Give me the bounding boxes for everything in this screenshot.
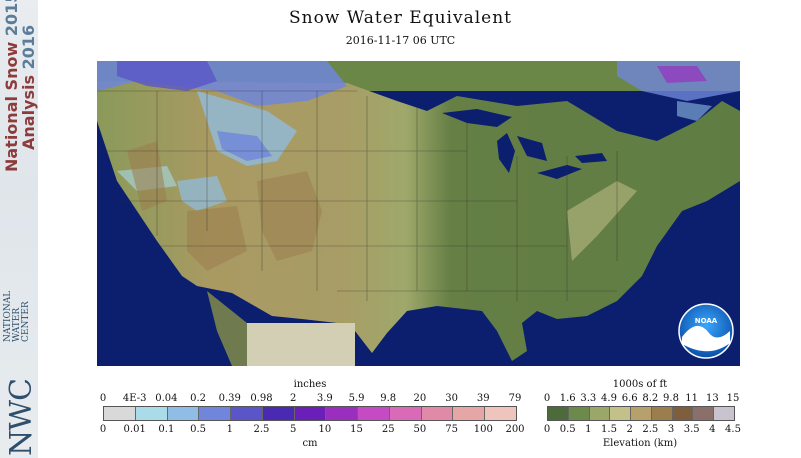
swe-swatch — [231, 407, 263, 420]
noaa-logo: NOAA — [678, 303, 734, 359]
elev-swatch — [672, 407, 694, 420]
elev-top-unit: 1000s of ft — [612, 379, 668, 390]
elev-swatch — [651, 407, 673, 420]
elev-top-tick: 11 — [685, 393, 699, 404]
swe-swatch — [199, 407, 232, 420]
swe-swatch — [421, 407, 454, 420]
swe-swatch — [358, 407, 390, 420]
swe-top-tick: 0 — [99, 393, 107, 404]
elev-bottom-tick: 3.5 — [683, 424, 700, 435]
elev-bottom-tick: 1 — [585, 424, 592, 435]
elev-top-tick: 1.6 — [559, 393, 576, 404]
swe-bottom-tick: 2.5 — [253, 424, 270, 435]
swe-top-tick: 2 — [289, 393, 297, 404]
snow-cover — [97, 61, 740, 211]
swe-top-tick: 4E-3 — [122, 393, 147, 404]
elev-bottom-unit: Elevation (km) — [602, 438, 678, 449]
branding-strip: National Snow 2015 Analysis 2016 NWC NAT… — [0, 0, 38, 458]
map-title: Snow Water Equivalent — [288, 8, 513, 28]
nwc-logo-text: NWC — [4, 378, 38, 456]
svg-text:NOAA: NOAA — [695, 317, 718, 325]
elev-top-tick: 3.3 — [580, 393, 597, 404]
swe-top-tick: 0.98 — [250, 393, 273, 404]
elev-swatch — [714, 407, 735, 420]
elev-bottom-tick: 4.5 — [725, 424, 741, 435]
elev-bottom-tick: 0 — [543, 424, 551, 435]
elev-top-tick: 8.2 — [642, 393, 659, 404]
swe-swatch — [294, 407, 327, 420]
swe-top-tick: 0.2 — [190, 393, 207, 404]
elev-swatch — [610, 407, 632, 420]
elev-top-tick: 9.8 — [663, 393, 679, 404]
elev-top-tick: 13 — [705, 393, 719, 404]
swe-swatch — [135, 407, 168, 420]
swe-bottom-tick: 10 — [318, 424, 332, 435]
elev-bottom-tick: 2.5 — [642, 424, 659, 435]
baja-area — [207, 291, 247, 366]
swe-bottom-tick: 200 — [505, 424, 525, 435]
elev-swatch — [568, 407, 590, 420]
state-boundaries — [97, 90, 618, 301]
swe-top-tick: 9.8 — [380, 393, 397, 404]
elev-top-tick: 4.9 — [601, 393, 617, 404]
elev-bottom-tick: 2 — [626, 424, 633, 435]
swe-color-bar — [103, 406, 517, 421]
swe-top-tick: 39 — [476, 393, 490, 404]
swe-swatch — [167, 407, 200, 420]
swe-bottom-tick: 25 — [381, 424, 395, 435]
swe-top-tick: 20 — [413, 393, 427, 404]
swe-bottom-tick: 5 — [289, 424, 297, 435]
elev-color-bar — [547, 406, 735, 421]
map-graphic: NOAA — [97, 61, 740, 366]
rocky-mountains — [127, 141, 322, 271]
swe-bottom-tick: 0 — [99, 424, 107, 435]
nwc-name-line3: CENTER — [21, 301, 31, 342]
elev-swatch — [589, 407, 611, 420]
elev-swatch — [631, 407, 652, 420]
swe-swatch — [262, 407, 295, 420]
elev-bottom-tick: 1.5 — [601, 424, 617, 435]
swe-bottom-tick: 0.5 — [190, 424, 207, 435]
swe-bottom-tick: 100 — [473, 424, 493, 435]
elev-bottom-tick: 3 — [667, 424, 675, 435]
swe-swatch — [326, 407, 359, 420]
swe-top-tick: 0.39 — [218, 393, 241, 404]
snow-map: NOAA — [97, 61, 740, 366]
swe-swatch — [485, 407, 516, 420]
swe-bottom-tick: 1 — [226, 424, 233, 435]
swe-top-tick: 79 — [508, 393, 522, 404]
map-datetime: 2016-11-17 06 UTC — [345, 34, 456, 47]
swe-bottom-tick: 0.01 — [123, 424, 146, 435]
elev-bottom-tick: 4 — [709, 424, 716, 435]
elev-bottom-tick: 0.5 — [559, 424, 576, 435]
swe-swatch — [389, 407, 422, 420]
swe-bottom-unit: cm — [302, 438, 318, 449]
swe-swatch — [453, 407, 486, 420]
swe-bottom-tick: 75 — [445, 424, 458, 435]
elev-top-tick: 6.6 — [621, 393, 638, 404]
swe-top-tick: 5.9 — [348, 393, 365, 404]
great-lakes — [442, 109, 607, 179]
elev-top-tick: 0 — [543, 393, 551, 404]
swe-top-tick: 30 — [445, 393, 458, 404]
elev-swatch — [693, 407, 715, 420]
swe-swatch — [104, 407, 136, 420]
swe-bottom-tick: 0.1 — [158, 424, 175, 435]
swe-top-tick: 0.04 — [155, 393, 178, 404]
swe-bottom-tick: 15 — [350, 424, 363, 435]
mexico-area — [247, 323, 355, 366]
elev-swatch — [548, 407, 569, 420]
swe-top-tick: 3.9 — [316, 393, 333, 404]
swe-top-unit: inches — [293, 379, 327, 390]
swe-bottom-tick: 50 — [413, 424, 427, 435]
appalachians — [567, 181, 637, 261]
elev-top-tick: 15 — [726, 393, 740, 404]
